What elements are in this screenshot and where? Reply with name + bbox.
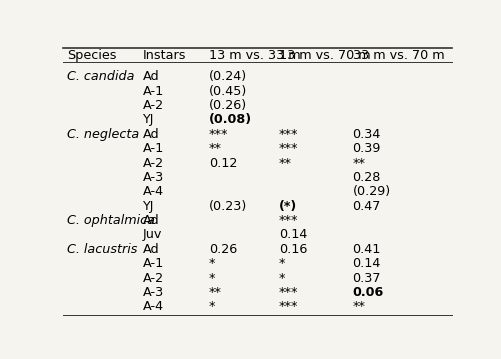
- Text: A-2: A-2: [142, 271, 163, 285]
- Text: (0.23): (0.23): [208, 200, 246, 213]
- Text: A-4: A-4: [142, 185, 163, 198]
- Text: (0.45): (0.45): [208, 85, 246, 98]
- Text: 0.06: 0.06: [352, 286, 383, 299]
- Text: 0.12: 0.12: [208, 157, 236, 169]
- Text: Ad: Ad: [142, 70, 159, 83]
- Text: 0.14: 0.14: [352, 257, 380, 270]
- Text: C. lacustris: C. lacustris: [67, 243, 137, 256]
- Text: A-1: A-1: [142, 85, 163, 98]
- Text: A-1: A-1: [142, 142, 163, 155]
- Text: ***: ***: [208, 128, 227, 141]
- Text: *: *: [208, 271, 215, 285]
- Text: Ad: Ad: [142, 214, 159, 227]
- Text: *: *: [208, 300, 215, 313]
- Text: 0.41: 0.41: [352, 243, 380, 256]
- Text: Species: Species: [67, 49, 116, 62]
- Text: 0.26: 0.26: [208, 243, 236, 256]
- Text: **: **: [352, 300, 365, 313]
- Text: Ad: Ad: [142, 243, 159, 256]
- Text: A-1: A-1: [142, 257, 163, 270]
- Text: A-3: A-3: [142, 171, 163, 184]
- Text: **: **: [278, 157, 291, 169]
- Text: *: *: [208, 257, 215, 270]
- Text: C. ophtalmica: C. ophtalmica: [67, 214, 154, 227]
- Text: A-4: A-4: [142, 300, 163, 313]
- Text: **: **: [208, 142, 221, 155]
- Text: *: *: [278, 257, 285, 270]
- Text: 0.34: 0.34: [352, 128, 380, 141]
- Text: A-2: A-2: [142, 157, 163, 169]
- Text: 0.37: 0.37: [352, 271, 380, 285]
- Text: (0.08): (0.08): [208, 113, 252, 126]
- Text: 0.14: 0.14: [278, 228, 307, 241]
- Text: 0.16: 0.16: [278, 243, 307, 256]
- Text: ***: ***: [278, 128, 298, 141]
- Text: YJ: YJ: [142, 113, 154, 126]
- Text: 0.47: 0.47: [352, 200, 380, 213]
- Text: 33 m vs. 70 m: 33 m vs. 70 m: [352, 49, 443, 62]
- Text: Ad: Ad: [142, 128, 159, 141]
- Text: (0.24): (0.24): [208, 70, 246, 83]
- Text: 13 m vs. 33 m: 13 m vs. 33 m: [208, 49, 300, 62]
- Text: YJ: YJ: [142, 200, 154, 213]
- Text: Juv: Juv: [142, 228, 161, 241]
- Text: **: **: [352, 157, 365, 169]
- Text: 0.28: 0.28: [352, 171, 380, 184]
- Text: C. candida: C. candida: [67, 70, 134, 83]
- Text: (0.26): (0.26): [208, 99, 246, 112]
- Text: A-2: A-2: [142, 99, 163, 112]
- Text: Instars: Instars: [142, 49, 186, 62]
- Text: ***: ***: [278, 300, 298, 313]
- Text: A-3: A-3: [142, 286, 163, 299]
- Text: ***: ***: [278, 142, 298, 155]
- Text: 0.39: 0.39: [352, 142, 380, 155]
- Text: ***: ***: [278, 214, 298, 227]
- Text: 13 m vs. 70 m: 13 m vs. 70 m: [278, 49, 370, 62]
- Text: **: **: [208, 286, 221, 299]
- Text: C. neglecta: C. neglecta: [67, 128, 139, 141]
- Text: *: *: [278, 271, 285, 285]
- Text: (*): (*): [278, 200, 296, 213]
- Text: (0.29): (0.29): [352, 185, 390, 198]
- Text: ***: ***: [278, 286, 298, 299]
